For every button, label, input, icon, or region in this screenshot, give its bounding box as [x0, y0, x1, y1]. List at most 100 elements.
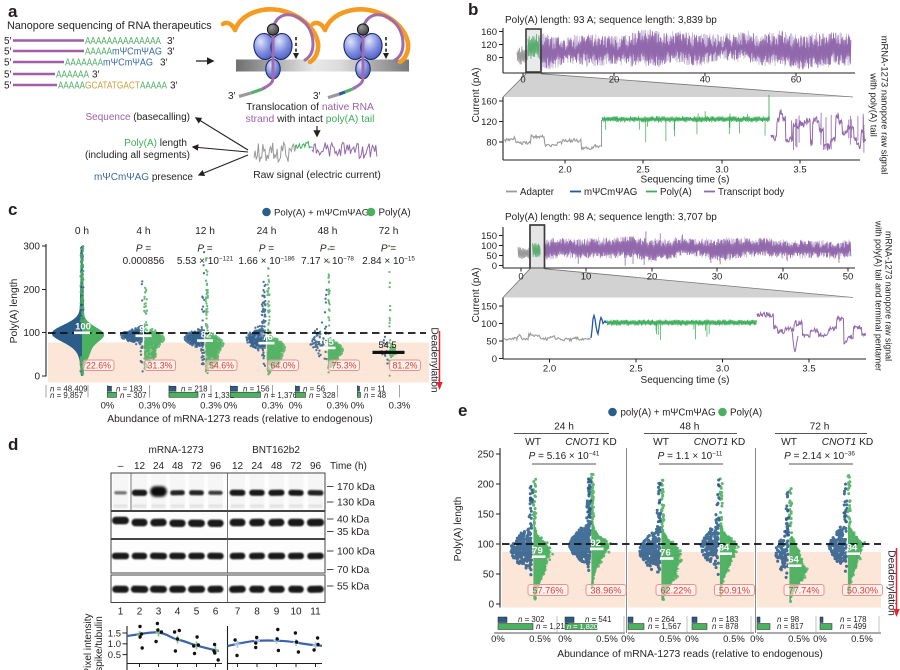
svg-text:20: 20	[647, 272, 658, 283]
svg-text:81.2%: 81.2%	[393, 361, 418, 371]
svg-text:a: a	[8, 2, 18, 21]
svg-text:n = 1,820: n = 1,820	[567, 622, 598, 631]
svg-text:0.3%: 0.3%	[389, 401, 411, 412]
svg-text:57.76%: 57.76%	[532, 585, 563, 595]
svg-text:79: 79	[532, 546, 543, 557]
svg-text:75.3%: 75.3%	[332, 361, 357, 371]
svg-text:b: b	[468, 0, 478, 19]
svg-text:Translocation of native RNA: Translocation of native RNA	[246, 102, 374, 113]
svg-text:n = 499: n = 499	[840, 622, 867, 631]
svg-text:0.5: 0.5	[108, 650, 121, 661]
svg-text:100: 100	[481, 319, 497, 330]
svg-text:77.74%: 77.74%	[788, 585, 819, 595]
svg-text:0.3%: 0.3%	[327, 401, 349, 412]
svg-text:5′: 5′	[4, 36, 12, 47]
svg-text:0.3%: 0.3%	[200, 401, 222, 412]
svg-text:n = 1,215: n = 1,215	[536, 622, 570, 631]
svg-text:n = 328: n = 328	[309, 391, 336, 400]
svg-text:Sequence (basecalling): Sequence (basecalling)	[85, 112, 190, 123]
svg-text:mΨCmΨAG: mΨCmΨAG	[103, 57, 153, 69]
svg-text:Raw signal (electric current): Raw signal (electric current)	[253, 170, 381, 181]
svg-text:Deadenylation: Deadenylation	[429, 327, 440, 392]
svg-text:with poly(A) tail and terminal: with poly(A) tail and terminal pentamer	[874, 220, 884, 371]
svg-text:1.0: 1.0	[108, 639, 121, 650]
svg-text:24 h: 24 h	[554, 422, 574, 433]
svg-text:76: 76	[660, 547, 671, 558]
svg-text:84: 84	[847, 543, 858, 554]
svg-text:160: 160	[481, 96, 497, 107]
svg-text:38.96%: 38.96%	[590, 585, 621, 595]
svg-text:Current (pA): Current (pA)	[471, 267, 482, 322]
svg-text:8: 8	[254, 607, 260, 618]
svg-text:48: 48	[172, 461, 184, 472]
svg-text:12: 12	[232, 461, 244, 472]
svg-text:0%: 0%	[685, 634, 699, 645]
svg-text:93: 93	[139, 325, 150, 336]
svg-text:3.0: 3.0	[716, 364, 729, 375]
svg-text:48 h: 48 h	[318, 226, 338, 237]
svg-text:35 kDa: 35 kDa	[337, 527, 370, 538]
svg-text:2.84 × 10−15: 2.84 × 10−15	[362, 256, 415, 268]
svg-text:0%: 0%	[491, 634, 505, 645]
svg-text:50.91%: 50.91%	[719, 585, 750, 595]
svg-text:n = 307: n = 307	[120, 391, 147, 400]
svg-text:2.0: 2.0	[543, 364, 556, 375]
svg-text:160: 160	[481, 27, 497, 38]
svg-text:0%: 0%	[621, 634, 635, 645]
svg-text:55 kDa: 55 kDa	[337, 582, 370, 593]
svg-text:1.5: 1.5	[108, 628, 121, 639]
svg-text:200: 200	[477, 479, 494, 490]
svg-text:n = 11: n = 11	[364, 385, 386, 394]
svg-text:48 h: 48 h	[680, 422, 700, 433]
svg-text:0: 0	[34, 371, 40, 382]
svg-text:CNOT1 KD: CNOT1 KD	[565, 437, 617, 448]
svg-text:24: 24	[153, 461, 165, 472]
svg-text:4 h: 4 h	[136, 226, 150, 237]
svg-text:n = 183: n = 183	[712, 615, 739, 624]
svg-text:0%: 0%	[558, 634, 572, 645]
svg-text:100: 100	[23, 328, 40, 339]
svg-text:P =: P =	[136, 244, 151, 255]
svg-text:65: 65	[323, 337, 334, 348]
svg-text:0%: 0%	[351, 401, 365, 412]
svg-text:96: 96	[210, 461, 222, 472]
svg-text:0 h: 0 h	[75, 226, 89, 237]
svg-text:0: 0	[488, 599, 494, 610]
svg-text:10: 10	[581, 272, 592, 283]
svg-text:n = 302: n = 302	[518, 615, 545, 624]
svg-text:20: 20	[609, 75, 620, 86]
svg-text:0%: 0%	[101, 401, 115, 412]
svg-text:80: 80	[486, 53, 497, 64]
svg-text:P = 1.1 × 10−11: P = 1.1 × 10−11	[658, 451, 723, 463]
svg-text:CNOT1 KD: CNOT1 KD	[694, 437, 746, 448]
svg-text:Nanopore sequencing of RNA the: Nanopore sequencing of RNA therapeutics	[7, 20, 212, 32]
svg-text:0%: 0%	[750, 634, 764, 645]
svg-text:0.5%: 0.5%	[723, 634, 745, 645]
svg-text:Poly(A) length: Poly(A) length	[124, 138, 187, 149]
svg-text:2: 2	[137, 607, 143, 618]
svg-text:82: 82	[201, 329, 212, 340]
svg-text:2.0: 2.0	[558, 165, 571, 176]
svg-text:mΨCmΨAG: mΨCmΨAG	[584, 187, 637, 198]
svg-text:Time (h): Time (h)	[330, 461, 367, 472]
svg-text:3′: 3′	[313, 91, 321, 102]
svg-text:0: 0	[520, 75, 525, 86]
svg-text:50: 50	[843, 272, 854, 283]
svg-text:70 kDa: 70 kDa	[337, 565, 370, 576]
svg-text:200: 200	[23, 285, 40, 296]
svg-text:72 h: 72 h	[379, 226, 399, 237]
svg-text:mΨCmΨAG presence: mΨCmΨAG presence	[94, 172, 193, 183]
svg-text:Abundance of mRNA-1273 reads (: Abundance of mRNA-1273 reads (relative t…	[557, 649, 823, 660]
svg-text:250: 250	[477, 449, 494, 460]
svg-text:Poly(A) length: Poly(A) length	[9, 278, 20, 343]
svg-text:0.5%: 0.5%	[659, 634, 681, 645]
svg-text:spike/tubulin: spike/tubulin	[94, 616, 105, 670]
svg-text:Abundance of mRNA-1273 reads (: Abundance of mRNA-1273 reads (relative t…	[107, 414, 373, 425]
svg-text:AAAAA: AAAAA	[85, 46, 112, 58]
svg-text:3′: 3′	[167, 47, 175, 58]
svg-text:1.66 × 10−186: 1.66 × 10−186	[238, 256, 295, 268]
svg-text:CNOT1 KD: CNOT1 KD	[822, 437, 874, 448]
svg-text:76: 76	[262, 332, 273, 343]
svg-text:c: c	[8, 200, 17, 219]
svg-text:WT: WT	[653, 437, 669, 448]
